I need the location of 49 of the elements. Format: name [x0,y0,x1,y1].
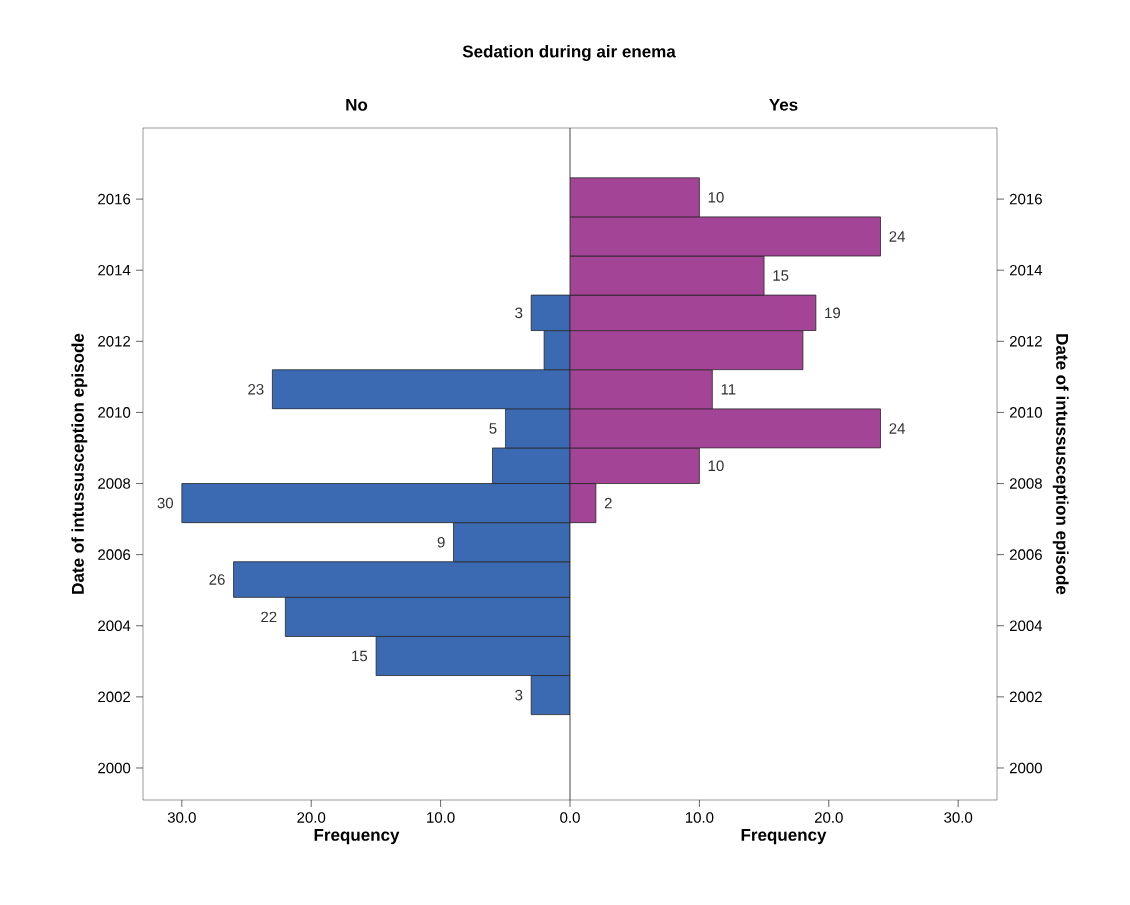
y-tick-label: 2016 [98,193,131,205]
y-tick-label: 2006 [1009,549,1042,560]
data-label: 22 [261,611,277,623]
chart-title: No [346,98,368,111]
data-label: 10 [708,192,724,203]
x-tick-label: 10.0 [427,812,455,823]
data-label: 30 [157,497,174,509]
y-tick-label: 2002 [1009,691,1042,703]
y-tick-label: 2000 [98,762,131,774]
x-tick-label: 20.0 [814,812,843,823]
y-tick-label: 2010 [1009,407,1042,418]
y-tick-label: 2008 [1009,478,1042,489]
y-tick-label: 2004 [98,620,131,632]
y-tick-label: 2006 [98,549,131,560]
y-tick-label: 2010 [98,407,131,418]
x-axis-title: Frequency [741,829,827,845]
data-label: 2 [604,497,612,509]
data-label: 15 [773,270,789,281]
y-tick-label: 2008 [98,478,131,489]
y-tick-label: 2000 [1009,762,1042,774]
x-tick-label: 0.0 [560,812,580,823]
x-tick-label: 30.0 [167,812,196,823]
data-label: 5 [489,423,497,434]
data-label: 26 [209,574,225,585]
data-label: 3 [515,307,523,319]
data-label: 3 [515,689,523,701]
chart-title: Yes [769,98,798,111]
text: Sedation during air enema [462,45,676,61]
y-tick-label: 2014 [1009,264,1043,276]
x-axis-title: Frequency [314,829,400,845]
y-tick-label: 2012 [1009,336,1042,347]
data-label: 15 [352,650,368,662]
x-tick-label: 30.0 [944,812,973,823]
y-axis-title: Date of intussusception episode [1052,334,1069,595]
x-tick-label: 10.0 [685,812,714,823]
data-label: 19 [825,307,841,319]
y-tick-label: 2002 [98,691,131,703]
y-tick-label: 2012 [98,336,131,347]
data-label: 10 [708,460,724,472]
y-tick-label: 2004 [1009,620,1043,632]
data-label: 24 [889,423,905,434]
x-tick-label: 20.0 [297,812,326,823]
data-label: 23 [248,384,264,395]
y-tick-label: 2014 [98,264,131,276]
y-axis-title: Date of intussusception episode [71,333,88,594]
data-label: 9 [437,536,445,548]
y-tick-label: 2016 [1009,193,1042,205]
data-label: 24 [889,231,905,242]
data-label: 11 [721,384,736,395]
